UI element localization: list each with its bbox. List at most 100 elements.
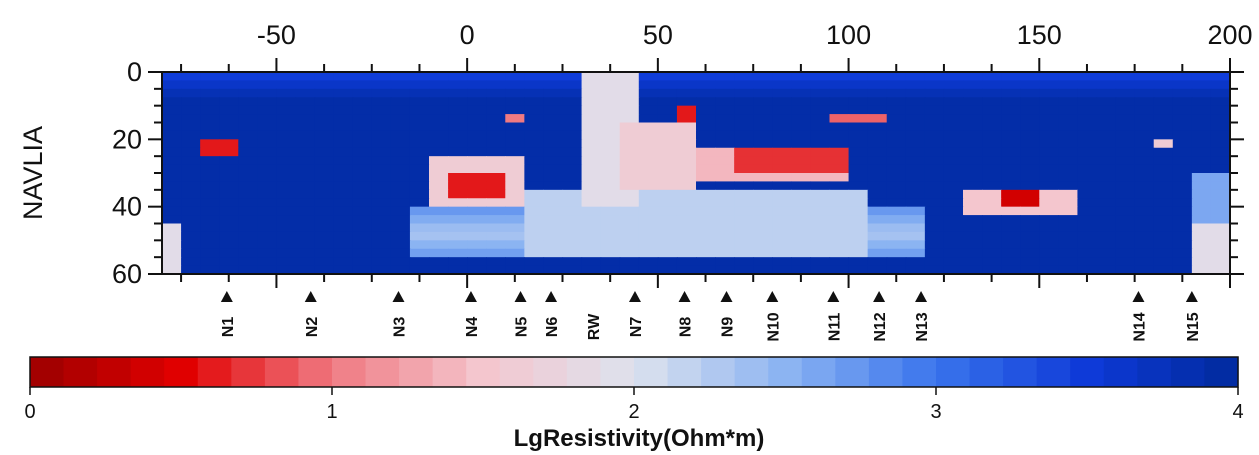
heatmap-cell xyxy=(390,223,411,233)
heatmap-cell xyxy=(371,231,392,241)
heatmap-cell xyxy=(638,173,659,183)
heatmap-cell xyxy=(963,122,983,132)
heatmap-cell xyxy=(219,72,239,82)
heatmap-cell xyxy=(238,122,258,132)
heatmap-cell xyxy=(1020,97,1040,107)
station-triangle xyxy=(873,291,886,302)
heatmap-cell xyxy=(1191,189,1212,199)
heatmap-cell xyxy=(657,181,678,191)
station-triangle xyxy=(392,291,405,302)
heatmap-cell xyxy=(867,173,888,183)
heatmap-cell xyxy=(1001,265,1021,275)
heatmap-cell xyxy=(1001,206,1021,216)
heatmap-cell xyxy=(791,181,812,191)
heatmap-cell xyxy=(1191,72,1212,82)
heatmap-cell xyxy=(257,240,278,250)
heatmap-cell xyxy=(848,164,869,174)
heatmap-cell xyxy=(657,122,678,132)
heatmap-cell xyxy=(943,248,964,258)
heatmap-cell xyxy=(734,105,754,115)
heatmap-cell xyxy=(982,257,1002,267)
heatmap-cell xyxy=(810,156,831,166)
heatmap-cell xyxy=(1058,231,1079,241)
heatmap-cell xyxy=(619,80,640,90)
heatmap-cell xyxy=(219,206,239,216)
heatmap-cell xyxy=(1210,130,1231,140)
heatmap-cell xyxy=(257,257,278,267)
heatmap-cell xyxy=(1096,156,1117,166)
station-triangle xyxy=(220,291,233,302)
heatmap-cell xyxy=(314,97,335,107)
heatmap-cell xyxy=(524,114,545,124)
heatmap-cell xyxy=(600,215,621,225)
heatmap-cell xyxy=(467,147,487,157)
heatmap-cell xyxy=(600,122,621,132)
heatmap-cell xyxy=(562,189,583,199)
heatmap-cell xyxy=(162,189,182,199)
heatmap-cell xyxy=(791,206,812,216)
heatmap-cell xyxy=(390,139,411,149)
heatmap-cell xyxy=(352,130,373,140)
heatmap-cell xyxy=(943,105,964,115)
heatmap-cell xyxy=(257,156,278,166)
heatmap-cell xyxy=(238,156,258,166)
heatmap-cell xyxy=(1020,240,1040,250)
heatmap-cell xyxy=(1058,181,1079,191)
station-triangle xyxy=(1132,291,1145,302)
heatmap-cell xyxy=(810,198,831,208)
heatmap-cell xyxy=(1210,105,1231,115)
heatmap-cell xyxy=(924,80,945,90)
heatmap-cell xyxy=(676,248,697,258)
heatmap-cell xyxy=(562,139,583,149)
heatmap-cell xyxy=(524,231,545,241)
heatmap-cell xyxy=(390,130,411,140)
heatmap-cell xyxy=(715,231,735,241)
heatmap-cell xyxy=(467,181,487,191)
heatmap-cell xyxy=(1172,223,1193,233)
colorbar-swatch xyxy=(432,357,467,387)
heatmap-cell xyxy=(791,198,812,208)
heatmap-cell xyxy=(543,164,564,174)
heatmap-cell xyxy=(409,198,430,208)
heatmap-cell xyxy=(295,189,316,199)
colorbar-swatch xyxy=(264,357,300,387)
heatmap-cell xyxy=(791,97,812,107)
heatmap-cell xyxy=(238,72,258,82)
heatmap-cell xyxy=(1191,257,1212,267)
heatmap-cell xyxy=(1001,173,1021,183)
heatmap-cell xyxy=(905,88,926,98)
heatmap-cell xyxy=(886,80,907,90)
heatmap-cell xyxy=(429,240,449,250)
heatmap-cell xyxy=(1134,88,1155,98)
heatmap-cell xyxy=(1039,139,1059,149)
heatmap-cell xyxy=(543,97,564,107)
heatmap-cell xyxy=(181,257,201,267)
y-axis-title: NAVLIA xyxy=(18,126,48,220)
heatmap-cell xyxy=(448,139,468,149)
heatmap-cell xyxy=(429,164,449,174)
heatmap-cell xyxy=(753,147,773,157)
heatmap-cell xyxy=(390,189,411,199)
heatmap-cell xyxy=(943,215,964,225)
heatmap-cell xyxy=(1020,139,1040,149)
heatmap-cell xyxy=(276,173,297,183)
heatmap-cell xyxy=(772,105,792,115)
heatmap-cell xyxy=(448,215,468,225)
heatmap-cell xyxy=(791,122,812,132)
heatmap-cell xyxy=(1001,198,1021,208)
heatmap-cell xyxy=(352,139,373,149)
heatmap-cell xyxy=(600,240,621,250)
heatmap-cell xyxy=(1115,139,1136,149)
heatmap-cell xyxy=(1058,147,1079,157)
heatmap-cell xyxy=(734,80,754,90)
colorbar-swatch xyxy=(566,357,602,387)
heatmap-cell xyxy=(238,97,258,107)
heatmap-cell xyxy=(943,139,964,149)
heatmap-cell xyxy=(543,215,564,225)
heatmap-cell xyxy=(162,164,182,174)
heatmap-cell xyxy=(1210,114,1231,124)
heatmap-cell xyxy=(238,173,258,183)
heatmap-cell xyxy=(467,231,487,241)
heatmap-cell xyxy=(1001,223,1021,233)
heatmap-cell xyxy=(848,231,869,241)
